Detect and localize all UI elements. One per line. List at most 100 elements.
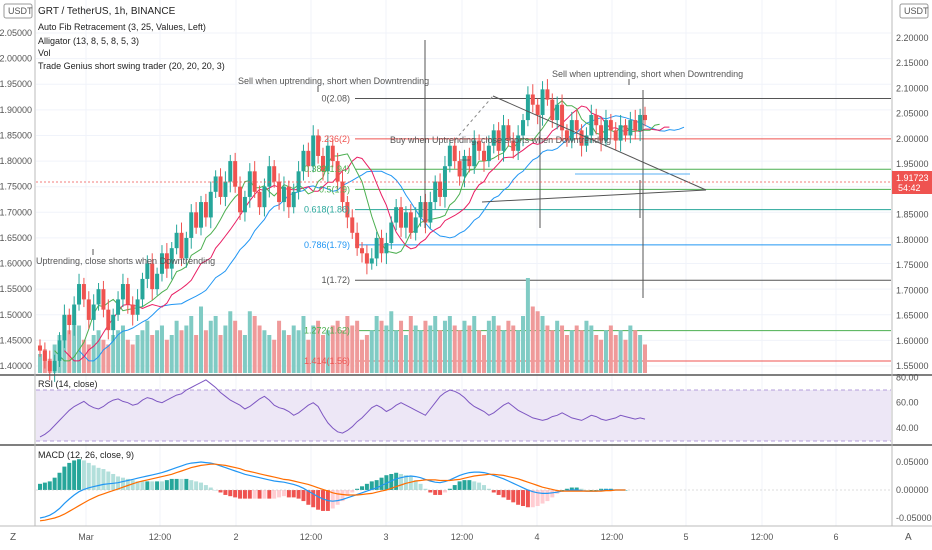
time-axis[interactable]: Mar 12:00 2 12:00 3 12:00 4 12:00 5 12:00 6 <box>78 532 838 542</box>
indicator-legend-alligator[interactable]: Alligator (13, 8, 5, 8, 5, 3) <box>38 36 139 46</box>
right-scale-tick: 1.55000 <box>896 361 929 371</box>
candle-body <box>179 232 184 259</box>
macd-legend[interactable]: MACD (12, 26, close, 9) <box>38 450 134 460</box>
right-scale-tick: 1.75000 <box>896 260 929 270</box>
macd-histogram-bar <box>452 485 457 490</box>
right-scale-tick: 1.60000 <box>896 336 929 346</box>
candle-body <box>613 130 618 141</box>
macd-histogram-bar <box>481 485 486 490</box>
candle-body <box>555 104 560 121</box>
candle-body <box>355 232 360 249</box>
left-price-scale[interactable]: 2.05000 2.00000 1.95000 1.90000 1.85000 1.800… <box>0 28 32 371</box>
volume-bar <box>140 330 145 373</box>
volume-bar <box>286 335 291 373</box>
volume-bar <box>306 339 311 373</box>
right-scale-tick: 2.05000 <box>896 109 929 119</box>
macd-histogram-bar <box>140 481 145 490</box>
macd-histogram-bar <box>316 490 321 510</box>
candle-body <box>316 135 321 156</box>
candle-body <box>633 120 638 131</box>
macd-histogram-bar <box>345 490 350 497</box>
candle-body <box>472 140 477 167</box>
volume-bar <box>608 325 613 373</box>
volume-bar <box>96 330 101 373</box>
candle-body <box>242 196 247 213</box>
indicator-legend-volume[interactable]: Vol <box>38 48 51 58</box>
candle-body <box>281 186 286 203</box>
volume-bar <box>330 325 335 373</box>
candle-body <box>320 155 325 172</box>
volume-bar <box>130 344 135 373</box>
volume-bar <box>320 335 325 373</box>
auto-scale-icon[interactable]: A <box>905 532 912 543</box>
left-scale-tick: 1.95000 <box>0 79 32 89</box>
candle-body <box>116 299 121 315</box>
time-axis-tick: 12:00 <box>601 532 624 542</box>
macd-histogram-bar <box>86 462 91 490</box>
rsi-scale[interactable]: 80.00 60.00 40.00 <box>896 372 919 433</box>
alligator-teeth-line <box>64 105 670 362</box>
macd-histogram-bar <box>374 480 379 490</box>
volume-bar <box>360 339 365 373</box>
symbol-title[interactable]: GRT / TetherUS, 1h, BINANCE <box>38 6 176 17</box>
candle-body <box>296 171 301 192</box>
volume-bar <box>335 320 340 373</box>
volume-bar <box>535 311 540 373</box>
macd-histogram <box>36 459 891 511</box>
candle-body <box>238 186 243 213</box>
triangle-lower-trendline[interactable] <box>481 189 707 203</box>
macd-scale[interactable]: 0.05000 0.00000 -0.05000 <box>896 457 932 523</box>
left-scale-tick: 1.75000 <box>0 182 32 192</box>
currency-badge-right[interactable] <box>899 3 929 19</box>
indicator-legend-fib[interactable]: Auto Fib Retracement (3, 25, Values, Lef… <box>38 22 206 32</box>
candle-body <box>379 237 384 254</box>
volume-bar <box>447 316 452 373</box>
volume-bar <box>452 325 457 373</box>
volume-bar <box>228 311 233 373</box>
macd-histogram-bar <box>262 490 267 499</box>
volume-bar <box>438 330 443 373</box>
candle-body <box>360 248 365 254</box>
candle-body <box>364 253 369 264</box>
candle-body <box>340 181 345 203</box>
volume-bar <box>169 335 174 373</box>
candle-body <box>203 202 208 218</box>
candle-body <box>491 130 496 146</box>
volume-bar <box>633 330 638 373</box>
candle-body <box>335 161 340 182</box>
trendline-drawings <box>36 40 891 298</box>
timezone-icon[interactable]: Z <box>10 532 16 543</box>
candle-body <box>374 237 379 259</box>
currency-badge-left[interactable] <box>3 3 33 19</box>
volume-bar <box>208 320 213 373</box>
volume-bar <box>394 330 399 373</box>
volume-bar <box>467 325 472 373</box>
dashed-trendline[interactable] <box>454 95 494 141</box>
candle-body <box>325 145 330 172</box>
macd-histogram-bar <box>257 490 262 499</box>
macd-histogram-bar <box>506 490 511 500</box>
time-axis-tick: 2 <box>233 532 238 542</box>
volume-bar <box>584 320 589 373</box>
volume-bar <box>233 320 238 373</box>
volume-bar <box>423 320 428 373</box>
candle-body <box>643 114 647 121</box>
macd-histogram-bar <box>81 460 86 490</box>
macd-histogram-bar <box>189 480 194 490</box>
macd-histogram-bar <box>208 487 213 490</box>
volume-bar <box>364 335 369 373</box>
volume-bar <box>618 330 623 373</box>
candle-body <box>228 161 233 182</box>
left-scale-tick: 1.80000 <box>0 156 32 166</box>
volume-bar <box>569 330 574 373</box>
right-price-scale[interactable]: 2.20000 2.15000 2.10000 2.05000 2.00000 1.950… <box>896 33 929 371</box>
left-scale-tick: 1.65000 <box>0 233 32 243</box>
candle-body <box>42 350 47 361</box>
candle-body <box>130 304 135 315</box>
indicator-legend-trade-genius[interactable]: Trade Genius short swing trader (20, 20,… <box>38 61 225 71</box>
candle-body <box>496 130 501 151</box>
volume-bar <box>38 354 42 373</box>
volume-bar <box>291 325 296 373</box>
rsi-legend[interactable]: RSI (14, close) <box>38 379 98 389</box>
